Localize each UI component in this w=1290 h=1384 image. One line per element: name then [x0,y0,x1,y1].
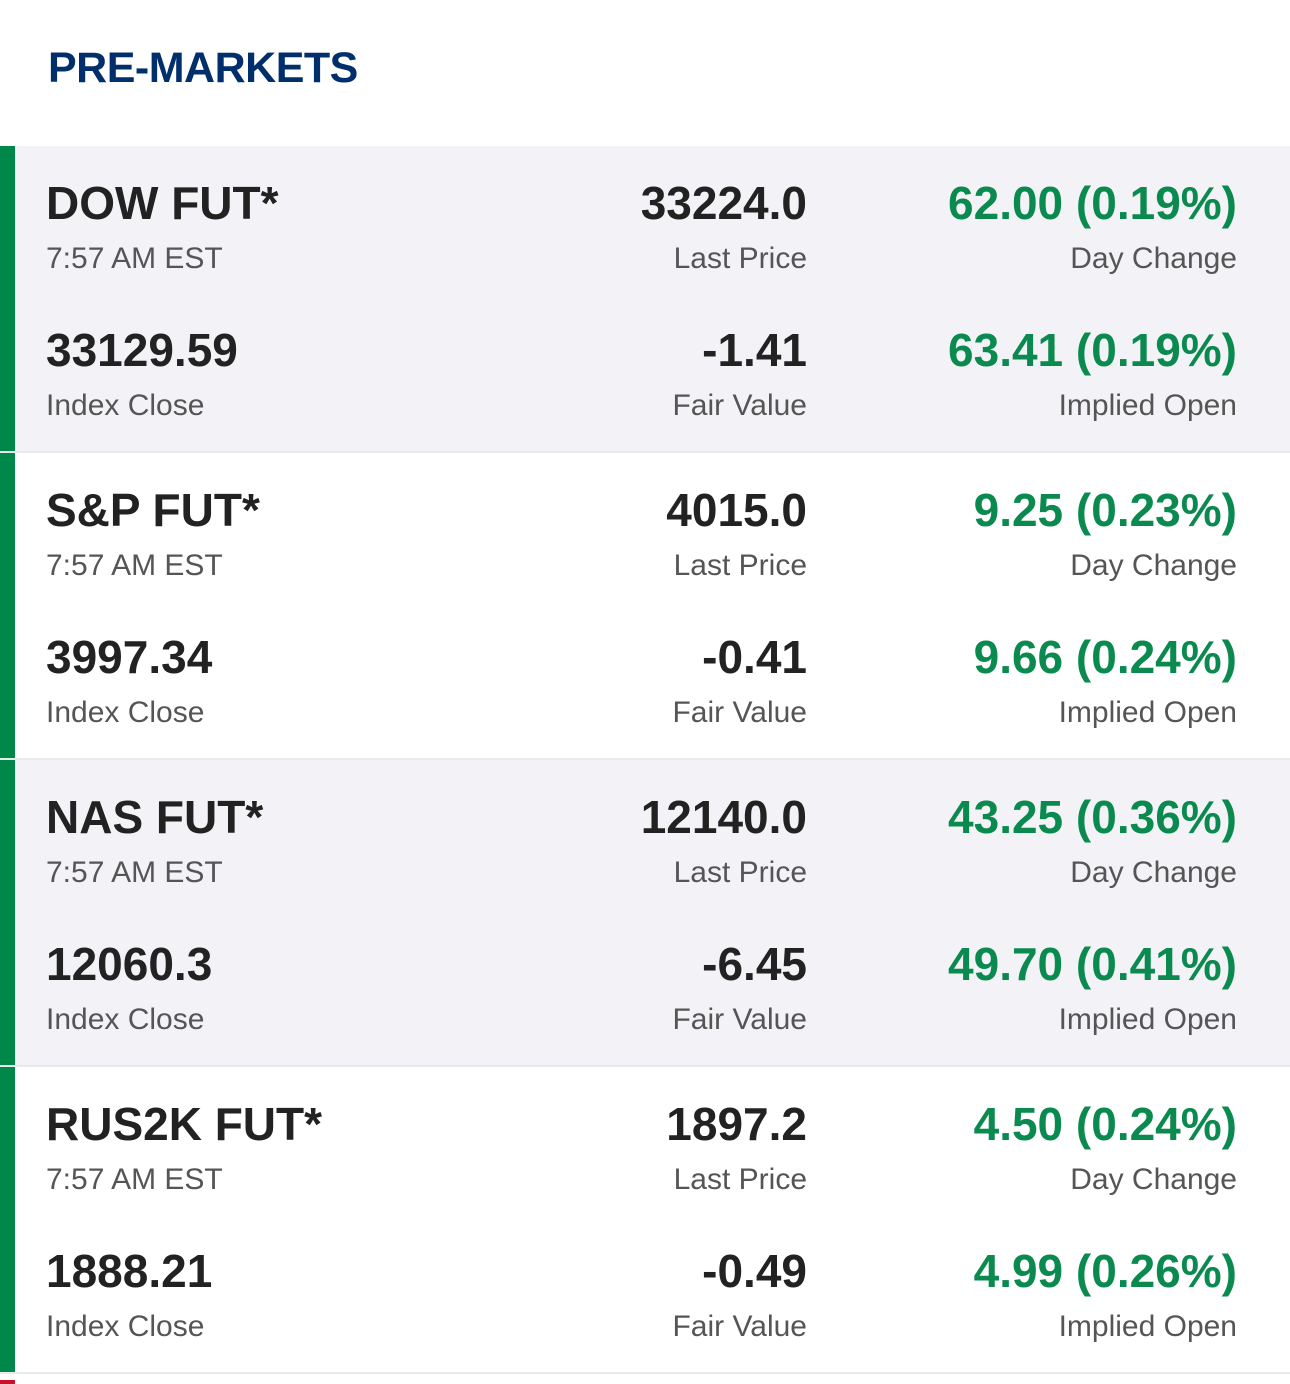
last-price-label: Last Price [673,242,807,275]
futures-row-nas[interactable]: NAS FUT* 7:57 AM EST 12140.0 Last Price … [0,760,1290,1067]
quote-time: 7:57 AM EST [46,242,223,275]
day-change-value: 4.50 (0.24%) [973,1098,1237,1150]
index-close-value: 12060.3 [46,938,213,990]
quote-time: 7:57 AM EST [46,1163,223,1196]
fair-value-label: Fair Value [672,696,807,729]
row-accent-bar [0,1067,15,1372]
futures-row-sp[interactable]: S&P FUT* 7:57 AM EST 4015.0 Last Price 9… [0,453,1290,760]
index-close-label: Index Close [46,696,205,729]
index-close-value: 33129.59 [46,324,238,376]
implied-open-label: Implied Open [1058,696,1237,729]
futures-name: S&P FUT* [46,484,260,536]
fair-value-label: Fair Value [672,1003,807,1036]
implied-open-value: 9.66 (0.24%) [973,631,1237,683]
implied-open-label: Implied Open [1058,389,1237,422]
index-close-value: 3997.34 [46,631,213,683]
day-change-label: Day Change [1070,856,1237,889]
day-change-label: Day Change [1070,549,1237,582]
last-price-value: 4015.0 [666,484,807,536]
futures-name: RUS2K FUT* [46,1098,323,1150]
futures-row-rus2k[interactable]: RUS2K FUT* 7:57 AM EST 1897.2 Last Price… [0,1067,1290,1374]
pre-markets-header: PRE-MARKETS [0,0,1290,146]
last-price-label: Last Price [673,1163,807,1196]
row-accent-bar [0,146,15,451]
last-price-label: Last Price [673,549,807,582]
day-change-label: Day Change [1070,242,1237,275]
section-title: PRE-MARKETS [48,44,358,92]
futures-row-dow[interactable]: DOW FUT* 7:57 AM EST 33224.0 Last Price … [0,146,1290,453]
day-change-value: 9.25 (0.23%) [973,484,1237,536]
last-price-value: 33224.0 [640,177,807,229]
implied-open-label: Implied Open [1058,1003,1237,1036]
fair-value-label: Fair Value [672,389,807,422]
fair-value-label: Fair Value [672,1310,807,1343]
last-price-value: 12140.0 [640,791,807,843]
implied-open-value: 63.41 (0.19%) [948,324,1237,376]
day-change-value: 62.00 (0.19%) [948,177,1237,229]
implied-open-label: Implied Open [1058,1310,1237,1343]
futures-list: DOW FUT* 7:57 AM EST 33224.0 Last Price … [0,146,1290,1374]
fair-value-value: -0.41 [702,631,807,683]
futures-name: NAS FUT* [46,791,264,843]
fair-value-value: -1.41 [702,324,807,376]
last-price-label: Last Price [673,856,807,889]
implied-open-value: 4.99 (0.26%) [973,1245,1237,1297]
quote-time: 7:57 AM EST [46,549,223,582]
bottom-edge-marker [0,1380,15,1384]
index-close-label: Index Close [46,1003,205,1036]
day-change-value: 43.25 (0.36%) [948,791,1237,843]
fair-value-value: -0.49 [702,1245,807,1297]
index-close-value: 1888.21 [46,1245,213,1297]
quote-time: 7:57 AM EST [46,856,223,889]
index-close-label: Index Close [46,389,205,422]
index-close-label: Index Close [46,1310,205,1343]
row-accent-bar [0,760,15,1065]
row-accent-bar [0,453,15,758]
futures-name: DOW FUT* [46,177,279,229]
day-change-label: Day Change [1070,1163,1237,1196]
implied-open-value: 49.70 (0.41%) [948,938,1237,990]
last-price-value: 1897.2 [666,1098,807,1150]
fair-value-value: -6.45 [702,938,807,990]
